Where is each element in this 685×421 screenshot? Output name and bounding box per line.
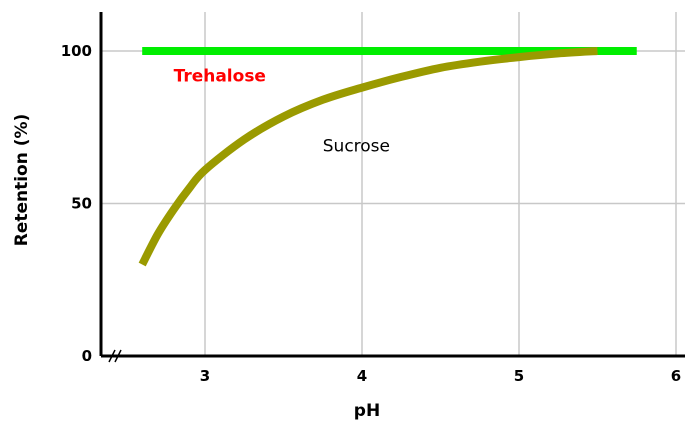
sucrose-line xyxy=(138,47,598,267)
y-tick-label: 0 xyxy=(82,347,92,365)
x-tick-label: 3 xyxy=(200,367,210,385)
trehalose-label: Trehalose xyxy=(174,67,266,87)
series xyxy=(138,47,637,267)
tick-labels: 3 4 5 6 0 50 100 xyxy=(61,42,682,385)
y-tick-label: 50 xyxy=(71,195,92,213)
x-tick-label: 4 xyxy=(357,367,367,385)
axes xyxy=(99,12,685,363)
y-tick-label: 100 xyxy=(61,42,92,60)
x-tick-label: 5 xyxy=(514,367,524,385)
axis-break-icon xyxy=(108,349,122,363)
annotations: Trehalose Sucrose xyxy=(174,67,390,157)
x-tick-label: 6 xyxy=(671,367,681,385)
y-axis-title: Retention (%) xyxy=(12,114,32,247)
sucrose-label: Sucrose xyxy=(323,137,390,157)
x-axis-title: pH xyxy=(354,401,380,421)
